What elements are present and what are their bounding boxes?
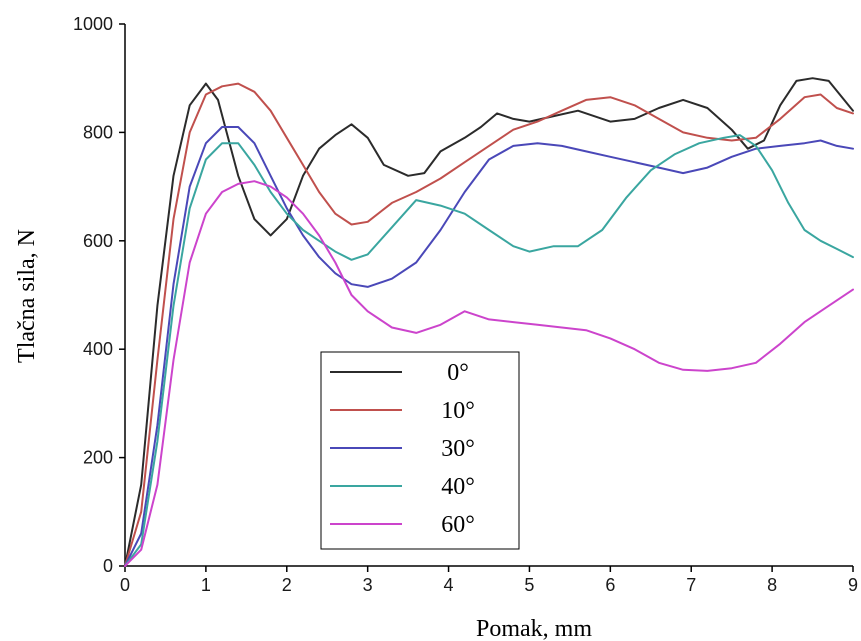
y-tick-label: 400: [83, 339, 113, 359]
x-tick-label: 2: [282, 575, 292, 595]
legend-box: [320, 351, 520, 550]
axes: 0 200 400 600 800 1000 0 1 2 3 4 5 6 7 8 9: [73, 14, 858, 595]
legend-label: 40°: [441, 474, 475, 500]
y-tick-label: 1000: [73, 14, 113, 34]
x-tick-label: 9: [848, 575, 858, 595]
y-ticks: 0 200 400 600 800 1000: [73, 14, 125, 576]
y-tick-label: 0: [103, 556, 113, 576]
x-tick-label: 3: [363, 575, 373, 595]
y-axis-title: Tlačna sila, N: [14, 229, 40, 363]
legend-label: 30°: [441, 436, 475, 462]
y-tick-label: 800: [83, 122, 113, 142]
x-tick-label: 6: [605, 575, 615, 595]
x-axis-title: Pomak, mm: [476, 616, 592, 641]
y-tick-label: 200: [83, 448, 113, 468]
legend-label: 60°: [441, 512, 475, 538]
series-lines: [124, 77, 854, 567]
series-line-1: [124, 82, 854, 567]
x-tick-label: 7: [686, 575, 696, 595]
x-tick-label: 8: [767, 575, 777, 595]
legend: 0° 10° 30° 40° 60°: [320, 351, 520, 550]
series-line-4: [124, 180, 854, 567]
x-tick-label: 1: [201, 575, 211, 595]
y-tick-label: 600: [83, 231, 113, 251]
series-line-2: [124, 126, 854, 567]
legend-label: 0°: [447, 360, 469, 386]
legend-label: 10°: [441, 398, 475, 424]
series-line-3: [124, 134, 854, 567]
x-tick-label: 4: [444, 575, 454, 595]
x-tick-label: 0: [120, 575, 130, 595]
x-ticks: 0 1 2 3 4 5 6 7 8 9: [120, 566, 858, 595]
x-tick-label: 5: [524, 575, 534, 595]
legend-items: 0° 10° 30° 40° 60°: [330, 360, 475, 538]
